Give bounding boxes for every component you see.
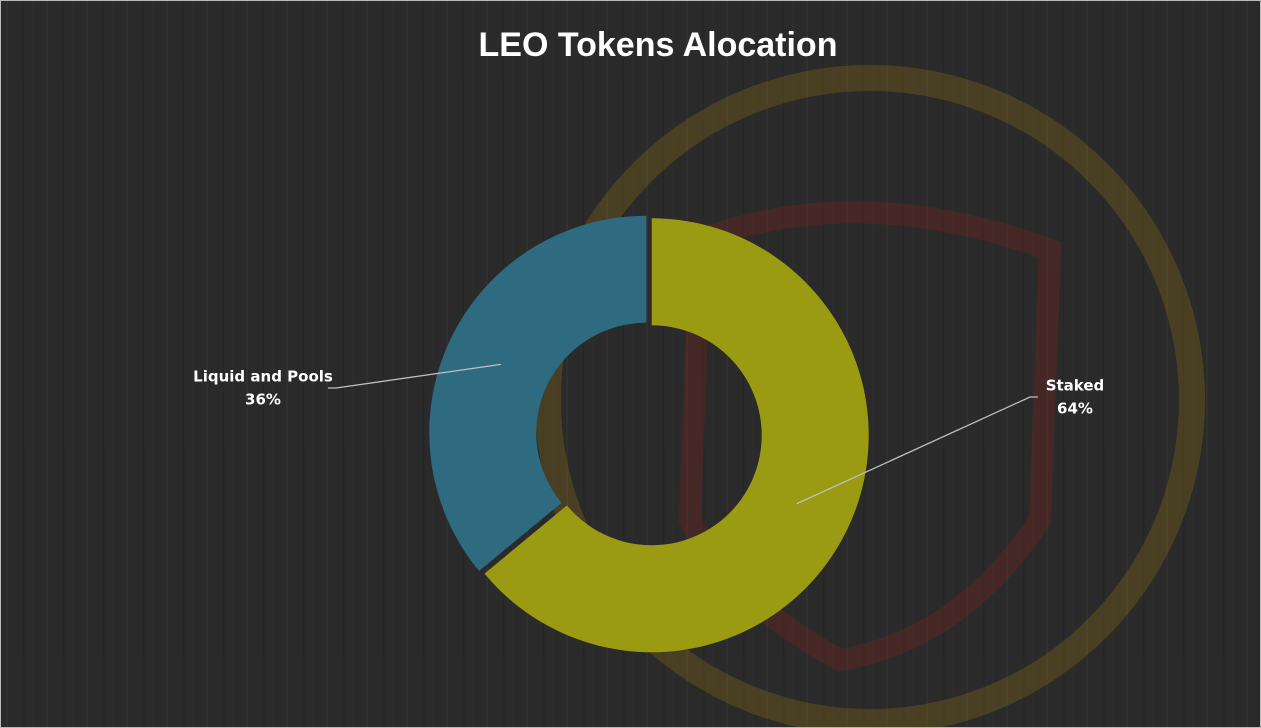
- data-label-category: Staked: [1046, 377, 1105, 395]
- donut-slice: [484, 218, 869, 653]
- data-label-value: 36%: [245, 391, 281, 409]
- chart-title: LEO Tokens Alocation: [479, 26, 838, 64]
- data-label-value: 64%: [1057, 400, 1093, 418]
- data-label-category: Liquid and Pools: [193, 368, 333, 386]
- leader-line: [796, 396, 1038, 505]
- donut-slice: [429, 215, 647, 572]
- leader-line: [328, 363, 502, 389]
